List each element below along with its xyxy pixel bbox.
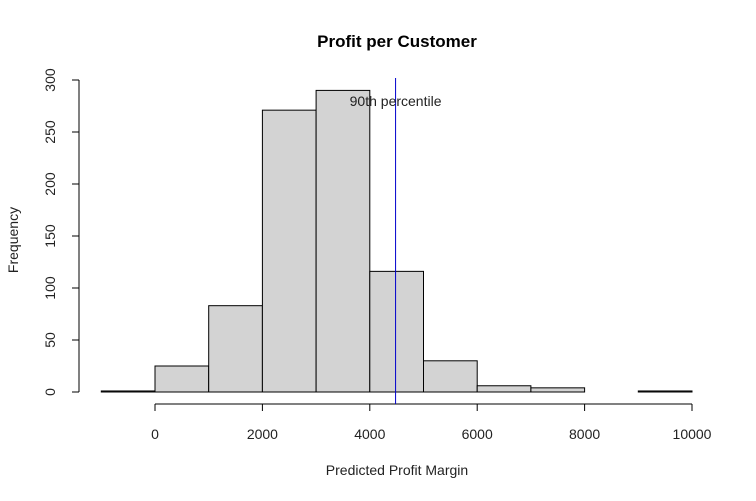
percentile-label: 90th percentile [350, 93, 442, 109]
histogram-bar [100, 390, 156, 393]
y-tick-label: 100 [42, 276, 58, 300]
y-tick-label: 150 [42, 224, 58, 248]
chart-title: Profit per Customer [317, 32, 477, 51]
x-tick-label: 10000 [673, 426, 712, 442]
y-axis: 0 50 100 150 200 250 300 [42, 68, 80, 396]
y-axis-label: Frequency [5, 207, 21, 273]
x-tick-label: 6000 [462, 426, 493, 442]
y-tick-label: 0 [42, 388, 58, 396]
annotations-group: 90th percentile [350, 78, 442, 404]
histogram-bar [261, 109, 317, 393]
histogram-bar [637, 390, 693, 393]
histogram-bar [315, 89, 371, 393]
histogram-bar [154, 365, 210, 393]
x-tick-label: 4000 [354, 426, 385, 442]
histogram-bar [476, 385, 532, 393]
y-tick-label: 300 [42, 68, 58, 92]
histogram-bar [423, 360, 478, 393]
x-axis: 0 2000 4000 6000 8000 10000 [151, 403, 712, 442]
histogram-bar [530, 387, 586, 393]
y-tick-label: 50 [42, 332, 58, 348]
x-tick-label: 2000 [247, 426, 278, 442]
x-tick-label: 0 [151, 426, 159, 442]
histogram-bar [369, 270, 424, 393]
y-tick-label: 250 [42, 120, 58, 144]
y-tick-label: 200 [42, 172, 58, 196]
x-tick-label: 8000 [569, 426, 600, 442]
x-axis-label: Predicted Profit Margin [326, 462, 468, 478]
histogram-bar [208, 305, 263, 393]
bars-group [100, 89, 693, 393]
